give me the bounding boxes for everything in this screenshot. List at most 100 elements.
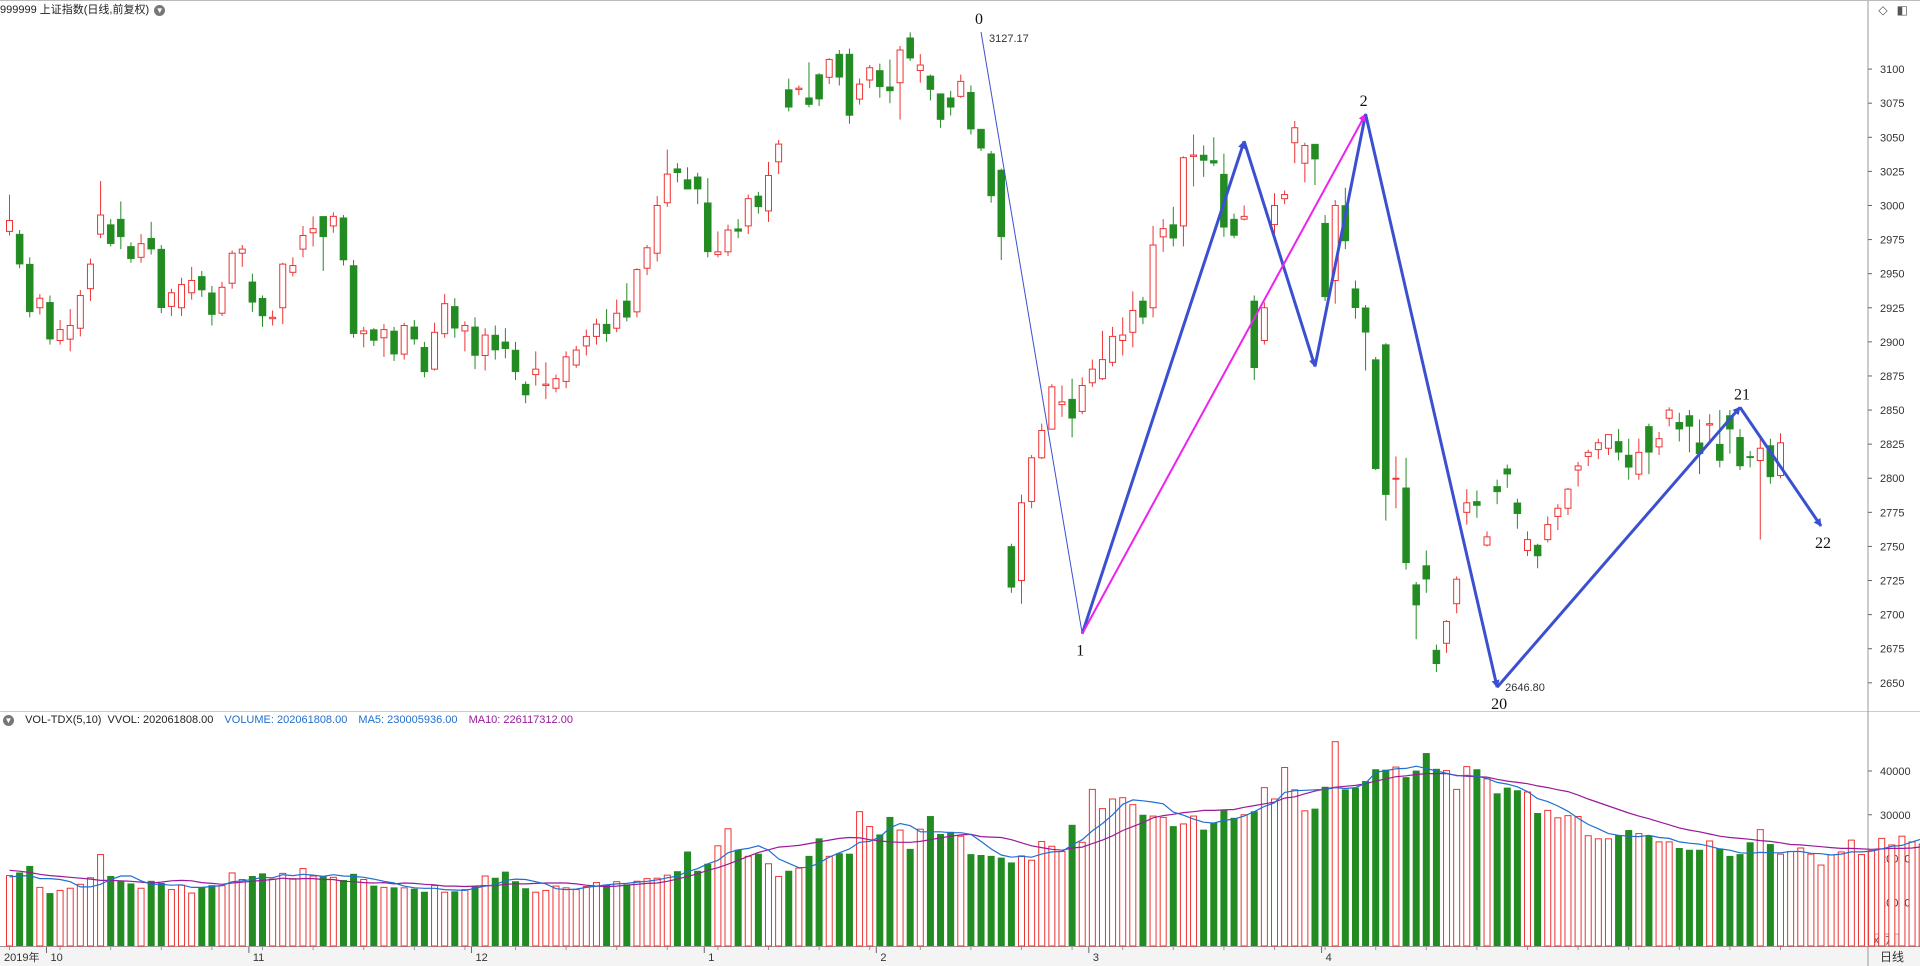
volume-bar	[1908, 841, 1916, 947]
volume-bar	[1402, 777, 1410, 946]
volume-bar	[1777, 853, 1784, 947]
candle	[1665, 407, 1673, 427]
candle-body	[1341, 205, 1350, 242]
volume-bar	[360, 879, 368, 947]
candle-body	[289, 264, 297, 273]
volume-bar	[1554, 817, 1562, 947]
candle-body	[825, 59, 833, 78]
candle-body	[997, 169, 1006, 238]
volume-bar	[1190, 815, 1198, 947]
diamond-icon[interactable]: ◇	[1878, 3, 1888, 17]
candle	[825, 58, 833, 85]
candle	[683, 167, 692, 190]
volume-bar	[1068, 824, 1076, 946]
candle-body	[25, 263, 34, 313]
volume-bar	[572, 889, 580, 947]
candle-body	[946, 97, 955, 108]
volume-bar	[76, 883, 84, 947]
wave-point-label: 1	[1076, 643, 1084, 660]
candle	[1048, 384, 1056, 430]
candle-body	[866, 67, 874, 81]
candle-body	[1028, 457, 1036, 502]
volume-bar	[1797, 847, 1805, 947]
candle-body	[127, 246, 135, 259]
candle-body	[1361, 307, 1370, 333]
volume-bar	[765, 863, 772, 947]
candle	[1149, 225, 1157, 318]
volume-bar	[1220, 810, 1228, 946]
candle	[1604, 434, 1612, 456]
candle	[633, 268, 641, 318]
price-chart[interactable]: 2650 2675 2700 2725 2750 2775 2800 2825 2850 2875…	[0, 0, 1920, 712]
candle	[46, 295, 54, 345]
volume-bar	[744, 855, 752, 947]
candle-body	[633, 269, 641, 313]
candle	[714, 231, 722, 258]
y-tick-label: 2925	[1880, 303, 1904, 315]
candle-body	[1473, 501, 1481, 506]
candle	[936, 93, 945, 128]
volume-header: ▼ VOL-TDX(5,10) VVOL: 202061808.00 VOLUM…	[0, 710, 581, 730]
candle	[1533, 543, 1542, 569]
volume-bar	[937, 834, 945, 946]
candle-body	[1058, 401, 1066, 406]
volume-bar	[400, 887, 408, 947]
volume-bar	[1007, 862, 1015, 946]
volume-bar	[896, 829, 904, 947]
volume-chart[interactable]: 10000200003000040000X1万	[0, 712, 1920, 947]
volume-bar	[1493, 793, 1501, 946]
candle	[66, 309, 74, 352]
candle-body	[1493, 486, 1501, 493]
volume-bar	[967, 854, 975, 946]
volume-bar	[633, 880, 641, 947]
volume-bar	[1311, 808, 1319, 946]
date-label: 3	[1093, 952, 1099, 964]
volume-bar	[1655, 841, 1663, 947]
chevron-down-icon[interactable]: ▼	[154, 4, 166, 16]
candle-body	[319, 216, 327, 238]
volume-bar	[501, 871, 509, 946]
vol-y-tick-label: 30000	[1880, 810, 1911, 822]
volume-bar	[481, 875, 489, 947]
candle	[1473, 490, 1481, 518]
volume-bar	[663, 874, 671, 947]
chevron-down-icon[interactable]: ▼	[3, 714, 14, 726]
candle-body	[46, 302, 54, 340]
candle	[1271, 193, 1278, 235]
candle-body	[1513, 502, 1522, 514]
volume-bar	[269, 878, 277, 947]
candle-body	[1230, 218, 1238, 236]
candle-body	[117, 218, 125, 238]
candle	[188, 266, 196, 300]
candle-body	[1271, 204, 1278, 226]
candle-body	[1169, 224, 1178, 239]
candle-body	[936, 93, 945, 120]
candle	[258, 295, 267, 327]
candle-body	[1746, 456, 1754, 459]
candle-body	[76, 294, 84, 329]
candle-body	[400, 324, 408, 355]
candle	[1341, 187, 1350, 250]
date-label: 4	[1326, 952, 1332, 964]
candle-body	[1635, 451, 1643, 475]
candle	[1493, 479, 1501, 505]
volume-bar	[1726, 855, 1734, 946]
candle	[906, 32, 914, 61]
y-tick-label: 2675	[1880, 644, 1904, 656]
candle	[1361, 305, 1370, 371]
date-label: 2	[880, 952, 886, 964]
volume-bar	[886, 816, 894, 946]
candle	[198, 270, 206, 297]
volume-bar	[380, 886, 388, 947]
volume-bar	[947, 831, 955, 946]
volume-bar	[775, 875, 783, 947]
volume-bar	[734, 849, 742, 946]
chart-header: 999999 上证指数(日线,前复权) ▼	[0, 0, 173, 20]
volume-bar	[1139, 814, 1147, 946]
candle-body	[471, 326, 479, 356]
volume-bar	[66, 887, 74, 947]
volume-bar	[1534, 813, 1542, 946]
candle	[491, 325, 500, 360]
window-icon[interactable]: ◧	[1896, 3, 1908, 17]
candle-body	[1402, 487, 1410, 564]
